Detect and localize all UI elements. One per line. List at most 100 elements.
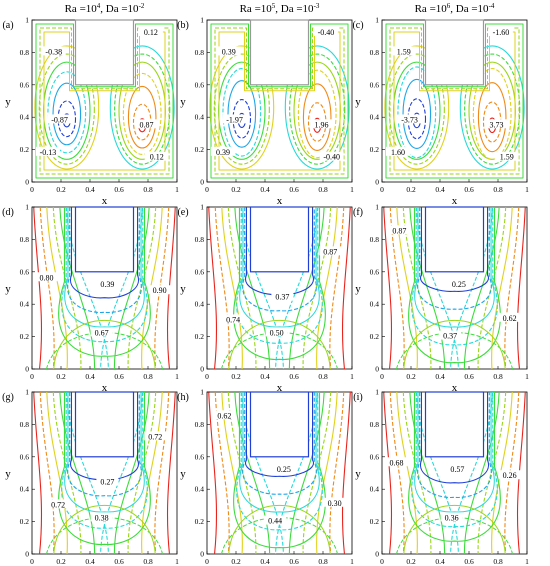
contour-label: -0.13 [40,148,57,157]
streamline-contour [472,68,512,160]
contour-label: 0.36 [445,513,459,522]
isotherm-contour [233,207,326,361]
y-tick-label: 0.2 [195,332,205,341]
isotherm-contour [504,206,520,370]
contour-label-bg [47,114,72,124]
contour-label: 0.62 [217,411,231,420]
streamline-contour [385,23,524,179]
y-tick-label: 1 [375,203,379,212]
panel-h: 0.62 0.25 0.30 0.44 0 0.2 0.4 0.6 0.8 1 0 0.2 0.4 0.6… [177,388,354,566]
isotherm-contour [39,391,55,555]
contour-label: 0.74 [226,315,240,324]
streamline-contour [122,72,162,156]
column-title: Ra =105, Da =10-3 [240,2,320,15]
x-tick-label: 0.6 [289,185,299,194]
panel-label: (c) [352,20,363,31]
isotherm-contour [67,207,142,314]
y-axis-label: y [355,468,361,480]
x-tick-label: 1 [350,372,354,381]
y-tick-label: 0 [25,365,29,374]
isotherm-contour [409,391,446,555]
x-tick-label: 0 [205,557,209,566]
isotherm-contour [516,206,526,370]
x-tick-label: 0.6 [289,372,299,381]
x-tick-label: 0 [380,372,384,381]
x-tick-label: 0.4 [435,185,445,194]
y-tick-label: 0.4 [370,485,380,494]
isotherm-contour [329,391,345,555]
y-tick-label: 0.2 [370,517,380,526]
panel-f: 0.870.250.620.370 0.2 0.4 0.6 0.8 100.20.40.6… [353,203,529,395]
streamline-contour [222,68,262,157]
x-tick-label: 0.2 [231,185,241,194]
y-tick-label: 0.4 [195,300,205,309]
x-tick-label: 0.6 [114,557,124,566]
streamline-contour [213,53,270,165]
y-axis-label: y [355,96,361,108]
y-axis-label: y [5,468,11,480]
obstacle-block [424,391,485,458]
streamline-contour [407,98,427,140]
contour-label-bg [144,151,169,161]
contour-label: 0.25 [452,280,466,289]
y-tick-label: 0.4 [195,113,205,122]
y-tick-label: 0.4 [370,113,380,122]
x-tick-label: 0 [30,372,34,381]
streamline-contour [302,83,332,151]
streamline-contour [459,45,525,170]
isotherm-contour [113,391,150,555]
x-tick-label: 0.8 [143,185,153,194]
isotherm-contour [127,391,157,555]
contour-label-bg [313,26,338,36]
panel-label: (b) [177,20,189,31]
contour-label: 0.87 [392,226,406,235]
contour-label-bg [148,285,171,295]
x-tick-label: 0.2 [56,185,66,194]
contour-label-bg [484,119,509,129]
contour-label: 0.12 [144,28,158,37]
x-tick-label: 1 [525,185,529,194]
isotherm-contour [242,207,317,312]
y-axis-label: y [180,283,186,295]
obstacle-block [249,19,310,86]
isotherm-contour [288,206,325,370]
y-tick-label: 0.2 [370,332,380,341]
y-tick-label: 0.8 [195,420,205,429]
streamline-contour [289,53,346,165]
x-tick-label: 0.2 [406,185,416,194]
contour-label-bg [385,457,408,467]
contour-label: 0.90 [153,286,167,295]
isotherm-contour [33,206,43,370]
isotherm-contour [100,391,144,555]
panel-b: -0.40 0.39 -1.97 1.96 0.39 -0.40 0 0.2 0.4 0.6 0.8… [177,16,354,208]
contour-label: 0.72 [148,432,162,441]
y-tick-label: 0.8 [20,235,30,244]
contour-label: 0.30 [328,499,342,508]
x-tick-label: 1 [350,557,354,566]
y-tick-label: 1 [200,203,204,212]
x-tick-label: 0 [30,185,34,194]
contour-label: 0.39 [216,148,230,157]
y-tick-label: 0.6 [20,267,30,276]
x-axis-label: x [277,382,283,394]
y-axis-label: y [5,283,11,295]
contour-label-bg [323,497,346,507]
x-tick-label: 0.6 [289,557,299,566]
contour-label-bg [90,512,113,522]
x-tick-label: 1 [350,185,354,194]
x-tick-label: 0.2 [406,557,416,566]
y-tick-label: 1 [375,16,379,25]
contour-label: -3.73 [401,115,418,124]
contour-label-bg [35,146,60,156]
isotherm-contour [234,391,271,555]
streamline-contour [52,82,82,146]
isotherm-contour [52,206,82,370]
isotherm-contour [242,392,317,495]
obstacle-block [424,19,485,86]
contour-label: 0.25 [277,465,291,474]
x-tick-label: 0.6 [114,185,124,194]
contour-label: 0.57 [450,465,464,474]
y-tick-label: 0.6 [370,267,380,276]
y-tick-label: 0.4 [195,485,205,494]
